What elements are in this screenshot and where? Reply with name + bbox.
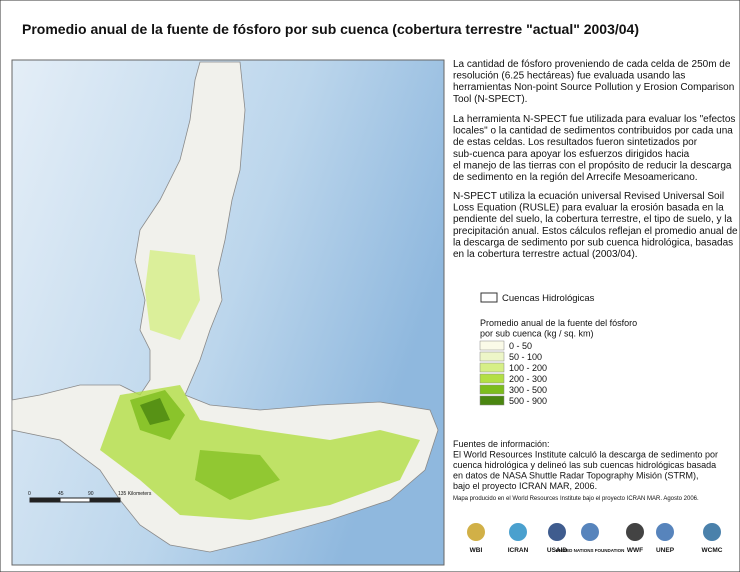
scale-bar — [29, 497, 121, 503]
legend-label: 500 - 900 — [509, 396, 547, 406]
description-line: precipitación anual. Estos cálculos refl… — [453, 226, 738, 237]
logo-label: WCMC — [702, 547, 723, 554]
legend-label: 100 - 200 — [509, 363, 547, 373]
logo-label: USAID — [547, 547, 568, 554]
description-line: sub-cuenca para apoyar los esfuerzos dir… — [453, 149, 690, 160]
scale-label: 135 Kilometers — [118, 491, 152, 497]
logo-mark — [509, 523, 527, 541]
source-line: cuenca hidrológica y delineó las sub cue… — [453, 460, 716, 470]
description: La cantidad de fósforo proveniendo de ca… — [453, 59, 738, 260]
source-line: en datos de NASA Shuttle Radar Topograph… — [453, 471, 698, 481]
legend: Cuencas Hidrológicas Promedio anual de l… — [479, 292, 637, 406]
description-line: pendiente del suelo, la cobertura terres… — [453, 214, 732, 225]
logo-label: UNITED NATIONS FOUNDATION — [556, 548, 625, 553]
catchment-patch — [140, 398, 170, 425]
logo-mark — [626, 523, 644, 541]
catchment-patch — [195, 450, 280, 500]
logo-mark — [581, 523, 599, 541]
legend-swatch — [479, 362, 505, 373]
logo-label: WWF — [627, 547, 643, 554]
legend-swatch — [479, 384, 505, 395]
legend-label: 200 - 300 — [509, 374, 547, 384]
logo-mark — [467, 523, 485, 541]
description-line: La herramienta N-SPECT fue utilizada par… — [453, 114, 735, 125]
scale-label: 90 — [88, 491, 94, 497]
description-line: el manejo de las tierras con el propósit… — [453, 160, 732, 171]
logo-label: UNEP — [656, 547, 675, 554]
source-line: bajo el proyecto ICRAN MAR, 2006. — [453, 481, 597, 491]
sources: Fuentes de información:El World Resource… — [453, 439, 718, 491]
legend-swatch — [479, 351, 505, 362]
description-line: N-SPECT utiliza la ecuación universal Re… — [453, 191, 724, 202]
logo-mark — [548, 523, 566, 541]
description-line: de sedimento en la región del Arrecife M… — [453, 172, 698, 183]
legend-swatch — [479, 340, 505, 351]
description-line: La cantidad de fósforo proveniendo de ca… — [453, 59, 731, 70]
scale-label: 0 — [28, 491, 31, 497]
source-line: El World Resources Institute calculó la … — [453, 450, 718, 460]
source-line: Fuentes de información: — [453, 439, 550, 449]
legend-swatch — [479, 373, 505, 384]
logo-mark — [656, 523, 674, 541]
legend-title: por sub cuenca (kg / sq. km) — [480, 329, 594, 339]
description-line: resolución (6.25 hectáreas) fue evaluada… — [453, 71, 685, 82]
description-line: de estas celdas. Los resultados fueron s… — [453, 137, 698, 148]
description-line: en la cobertura terrestre actual (2003/0… — [453, 249, 638, 260]
map: 0 45 90 135 Kilometers — [11, 59, 445, 566]
description-line: la descarga de sedimento por sub cuenca … — [453, 237, 733, 248]
logo-mark — [703, 523, 721, 541]
credit: Mapa producido en el World Resources Ins… — [453, 496, 699, 502]
logo-label: ICRAN — [508, 547, 529, 554]
description-line: locales" o la cantidad de sedimentos con… — [453, 126, 733, 137]
title: Promedio anual de la fuente de fósforo p… — [22, 21, 639, 37]
description-line: Loss Equation (RUSLE) para evaluar la er… — [453, 203, 724, 214]
legend-title: Promedio anual de la fuente del fósforo — [480, 318, 637, 328]
legend-swatch — [479, 395, 505, 406]
description-line: Tool (N-SPECT). — [453, 94, 527, 105]
description-line: herramientas Non-point Source Pollution … — [453, 82, 734, 93]
catchment-patch — [145, 250, 200, 340]
scale-labels: 0 45 90 135 Kilometers — [28, 491, 152, 497]
legend-label: 0 - 50 — [509, 341, 532, 351]
legend-label: 300 - 500 — [509, 385, 547, 395]
legend-label: 50 - 100 — [509, 352, 542, 362]
boundary-label: Cuencas Hidrológicas — [502, 293, 595, 304]
scale-label: 45 — [58, 491, 64, 497]
logo-label: WBI — [470, 547, 483, 554]
boundary-swatch — [480, 292, 498, 303]
